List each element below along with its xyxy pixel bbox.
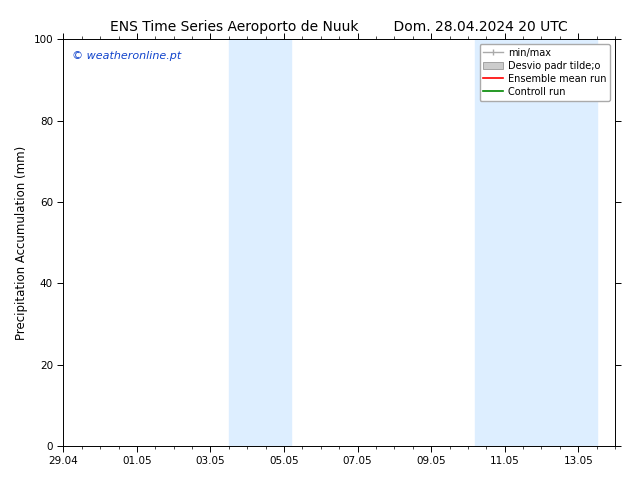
Legend: min/max, Desvio padr tilde;o, Ensemble mean run, Controll run: min/max, Desvio padr tilde;o, Ensemble m… — [479, 44, 610, 100]
Text: © weatheronline.pt: © weatheronline.pt — [72, 51, 181, 61]
Bar — [476, 39, 597, 446]
Title: ENS Time Series Aeroporto de Nuuk        Dom. 28.04.2024 20 UTC: ENS Time Series Aeroporto de Nuuk Dom. 2… — [110, 20, 568, 34]
Y-axis label: Precipitation Accumulation (mm): Precipitation Accumulation (mm) — [15, 146, 28, 340]
Bar — [229, 39, 292, 446]
